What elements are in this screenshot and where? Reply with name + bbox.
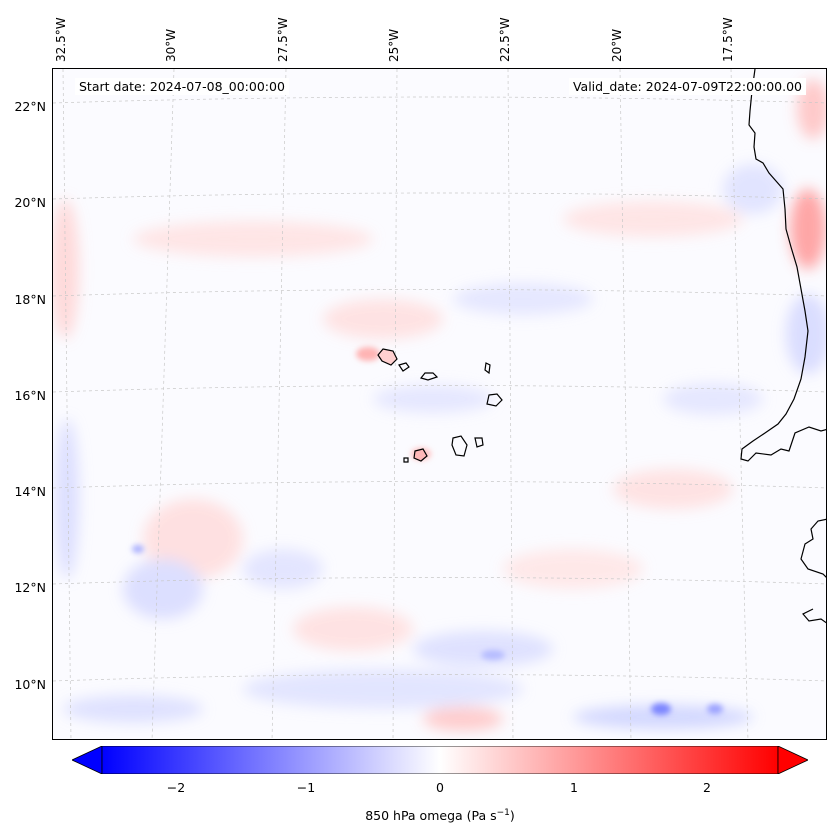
cbar-tick-neg1: −1 — [296, 780, 316, 795]
maio — [474, 437, 484, 448]
cbar-tick-1: 1 — [570, 780, 578, 795]
cbar-tick-2: 2 — [703, 780, 711, 795]
colorbar-gradient — [101, 746, 779, 774]
sao-nicolau — [419, 372, 439, 381]
boa-vista — [486, 393, 503, 407]
lat-label-20n: 20°N — [14, 195, 46, 210]
colorbar-max-extend — [777, 746, 808, 774]
lat-label-22n: 22°N — [14, 99, 46, 114]
sao-vicente — [398, 362, 410, 372]
lat-label-12n: 12°N — [14, 580, 46, 595]
fogo — [413, 448, 428, 462]
cbar-tick-0: 0 — [436, 780, 444, 795]
lon-label-32-5w: 32.5°W — [54, 17, 68, 62]
lon-label-30w: 30°W — [164, 28, 178, 62]
lat-label-14n: 14°N — [14, 484, 46, 499]
lon-label-17-5w: 17.5°W — [721, 17, 735, 62]
start-date-label: Start date: 2024-07-08_00:00:00 — [75, 78, 289, 95]
valid-date-label: Valid_date: 2024-07-09T22:00:00.00 — [568, 78, 806, 95]
brava — [403, 457, 409, 463]
santo-antao — [377, 348, 398, 366]
lat-label-18n: 18°N — [14, 292, 46, 307]
guinea-coast — [800, 518, 826, 578]
lon-label-22-5w: 22.5°W — [498, 17, 512, 62]
africa-coast — [740, 69, 826, 462]
sal — [484, 362, 491, 375]
omega-field-map — [53, 69, 826, 739]
lat-label-16n: 16°N — [14, 388, 46, 403]
map-panel[interactable]: Start date: 2024-07-08_00:00:00 Valid_da… — [52, 68, 827, 740]
cbar-tick-neg2: −2 — [166, 780, 186, 795]
bissagos-coast — [802, 608, 826, 624]
lon-label-27-5w: 27.5°W — [276, 17, 290, 62]
colorbar-min-extend — [72, 746, 103, 774]
graticule — [53, 69, 826, 739]
lon-label-20w: 20°W — [610, 28, 624, 62]
coastline — [377, 69, 826, 624]
lat-label-10n: 10°N — [14, 677, 46, 692]
colorbar-label: 850 hPa omega (Pa s−1) — [365, 808, 515, 824]
santiago — [451, 435, 468, 457]
colorbar — [72, 746, 808, 774]
omega-anomalies — [53, 79, 826, 731]
lon-label-25w: 25°W — [387, 28, 401, 62]
